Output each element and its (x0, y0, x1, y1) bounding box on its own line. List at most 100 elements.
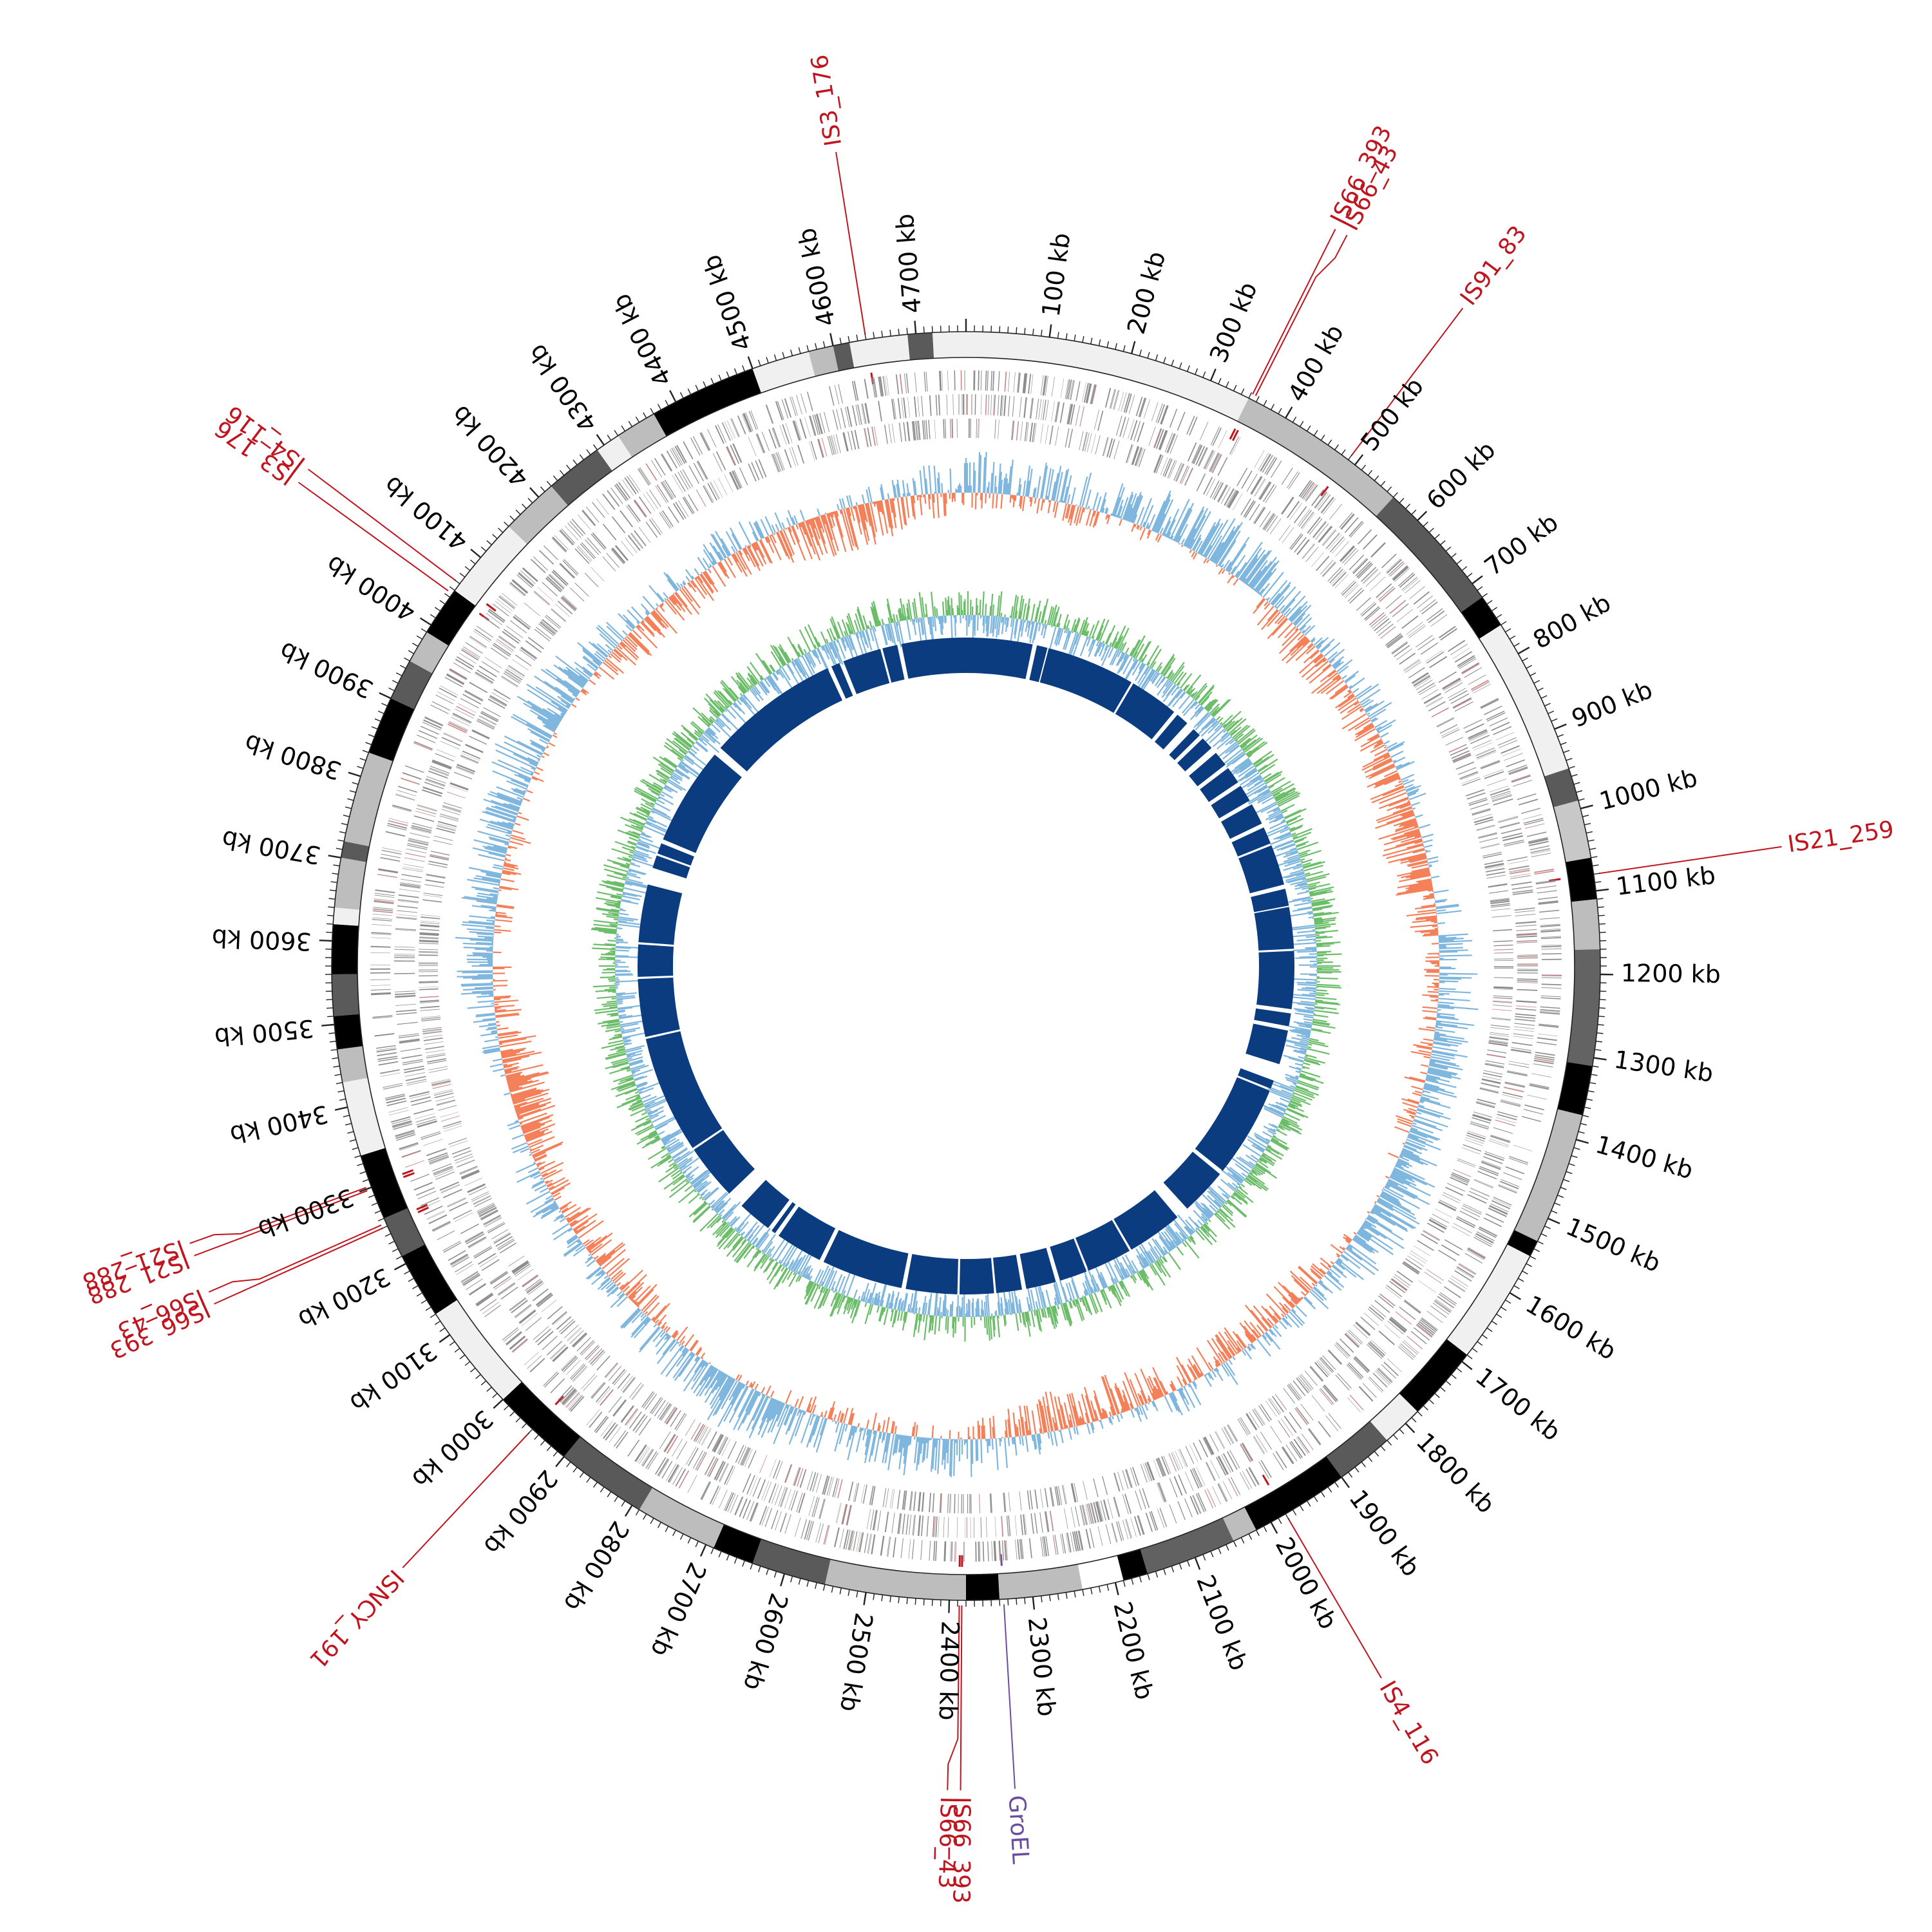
insertion-marker (402, 1169, 414, 1175)
gene-mark (385, 1095, 406, 1101)
gc-skew-bar (643, 1318, 650, 1325)
gene-mark (672, 475, 683, 493)
minor-tick (1526, 665, 1532, 669)
gene-mark (532, 1288, 549, 1302)
gene-mark (1323, 1385, 1338, 1401)
gc-skew-bar (728, 1381, 741, 1401)
gene-mark (1072, 1483, 1077, 1502)
gene-mark (1312, 522, 1327, 538)
gene-mark (395, 793, 415, 800)
gene-mark (477, 719, 495, 728)
minor-tick (1557, 1195, 1564, 1198)
gene-mark (451, 1256, 469, 1268)
gene-mark (1481, 1162, 1501, 1170)
gene-mark (834, 1478, 840, 1498)
gc-skew-bar (873, 1430, 875, 1434)
gene-mark (921, 1515, 924, 1537)
gene-mark (1331, 570, 1345, 585)
gene-mark (535, 1328, 551, 1343)
karyotype-band (368, 698, 415, 762)
gene-mark (705, 1456, 715, 1475)
gene-mark (939, 370, 942, 391)
gene-mark (449, 1140, 468, 1148)
gc-skew-bar (704, 1366, 715, 1381)
gc-skew-bar (1422, 1006, 1438, 1009)
gene-mark (1212, 1486, 1222, 1505)
gc-skew-bar (1433, 1041, 1459, 1047)
gene-mark (625, 537, 638, 553)
gc-skew-bar (1046, 1406, 1053, 1432)
gene-mark (872, 1510, 877, 1531)
gc-skew-bar (1309, 650, 1320, 659)
gc-skew-bar (1265, 598, 1268, 601)
gc-skew-bar (1344, 670, 1359, 683)
insertion-leader (1255, 234, 1348, 397)
gene-mark (1445, 737, 1464, 746)
gene-mark (687, 1475, 697, 1493)
gene-mark (810, 1472, 817, 1492)
gc-skew-bar (840, 1414, 845, 1423)
gc-skew-bar (1068, 1394, 1079, 1426)
gc-skew-bar (499, 1040, 532, 1048)
gc-skew-bar (846, 1425, 853, 1448)
gc-skew-bar (1283, 1303, 1291, 1312)
gene-mark (674, 1412, 686, 1430)
gc-skew-bar (714, 1379, 736, 1416)
gene-mark (917, 1515, 920, 1536)
gc-skew-bar (1036, 1403, 1043, 1434)
gc-skew-bar (1256, 1338, 1271, 1357)
gc-skew-bar (511, 1088, 536, 1098)
gene-mark (1137, 448, 1144, 467)
gene-mark (509, 1336, 526, 1350)
gene-mark (735, 1496, 744, 1516)
gc-skew-bar (645, 1311, 649, 1315)
gene-mark (560, 1355, 576, 1370)
gene-mark (1454, 701, 1473, 712)
minor-tick (354, 1155, 361, 1159)
gene-mark (1509, 1156, 1529, 1164)
gene-mark (459, 1166, 478, 1174)
gc-skew-bar (1126, 493, 1137, 521)
gene-mark (714, 1461, 724, 1481)
gene-mark (1241, 470, 1253, 489)
gc-skew-bar (752, 1394, 766, 1421)
gene-mark (385, 1094, 405, 1099)
gene-mark (1258, 452, 1269, 470)
gene-mark (1145, 1512, 1153, 1532)
gene-mark (1220, 486, 1231, 504)
gc-skew-bar (1265, 1331, 1281, 1350)
gene-mark (1473, 1179, 1493, 1189)
gene-mark (1061, 1533, 1066, 1554)
gc-skew-bar (770, 1390, 775, 1398)
gene-mark (811, 1472, 818, 1492)
gene-mark (980, 1517, 982, 1538)
gene-mark (1450, 747, 1468, 756)
gc-skew-bar (1439, 943, 1463, 946)
gc-skew-bar (1400, 810, 1414, 817)
minor-tick (703, 381, 706, 388)
gene-mark (1468, 674, 1486, 685)
gc-skew-bar (1301, 656, 1326, 678)
gc-skew-bar (1273, 1312, 1281, 1321)
gene-mark (1349, 1394, 1364, 1410)
gc-skew-bar (1340, 1255, 1349, 1262)
gene-mark (581, 1374, 596, 1390)
gene-mark (430, 1157, 450, 1165)
gene-mark (1164, 432, 1173, 452)
minor-tick (566, 1461, 571, 1468)
gc-skew-bar (665, 1333, 669, 1337)
gene-mark (719, 1490, 728, 1508)
gene-mark (469, 735, 488, 745)
gc-skew-bar (716, 1371, 723, 1381)
minor-tick (1522, 1271, 1528, 1275)
gc-skew-bar (596, 1255, 606, 1263)
gene-mark (375, 1045, 396, 1049)
minor-tick (1537, 687, 1544, 692)
gene-mark (488, 1223, 506, 1233)
gene-mark (1107, 1499, 1113, 1519)
gc-skew-bar (1365, 763, 1395, 779)
gene-mark (1514, 1018, 1535, 1022)
gene-mark (1358, 564, 1374, 579)
gene-mark (1484, 1063, 1504, 1067)
gene-mark (1134, 447, 1142, 466)
